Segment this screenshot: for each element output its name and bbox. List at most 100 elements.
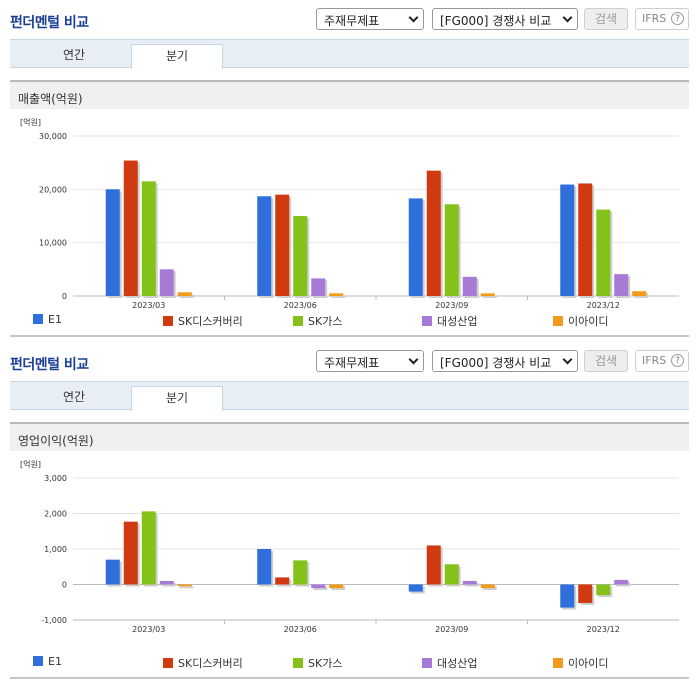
legend-swatch bbox=[293, 658, 303, 668]
legend-label: E1 bbox=[48, 313, 62, 326]
tab-quarterly[interactable]: 분기 bbox=[131, 44, 223, 69]
legend-item[interactable]: 대성산업 bbox=[422, 655, 477, 671]
legend-item[interactable]: E1 bbox=[33, 313, 62, 326]
bar-SK디스커버리-2023/12[interactable] bbox=[578, 584, 593, 603]
bar-SK가스-2023/06[interactable] bbox=[293, 216, 308, 296]
legend-label: E1 bbox=[48, 655, 62, 668]
legend-label: 이아이디 bbox=[568, 315, 609, 328]
bar-E1-2023/03[interactable] bbox=[105, 559, 120, 585]
bar-이아이디-2023/03[interactable] bbox=[177, 584, 192, 587]
bar-이아이디-2023/06[interactable] bbox=[329, 293, 344, 296]
bar-shadow bbox=[464, 582, 479, 587]
bar-대성산업-2023/06[interactable] bbox=[311, 278, 326, 296]
bar-E1-2023/06[interactable] bbox=[257, 549, 272, 585]
bar-SK가스-2023/12[interactable] bbox=[596, 584, 611, 596]
legend-swatch bbox=[163, 316, 173, 326]
top-bar: 펀더멘털 비교 주재무제표 [FG000] 경쟁사 비교 검색 IFRS? bbox=[0, 0, 696, 38]
unit-label: [억원] bbox=[20, 118, 41, 127]
x-tick-label: 2023/03 bbox=[132, 301, 165, 310]
bar-SK디스커버리-2023/03[interactable] bbox=[123, 521, 138, 585]
tab-annual[interactable]: 연간 bbox=[62, 48, 86, 62]
bar-대성산업-2023/09[interactable] bbox=[462, 276, 477, 296]
bar-대성산업-2023/12[interactable] bbox=[614, 579, 629, 585]
page-title: 펀더멘털 비교 bbox=[10, 15, 89, 31]
chevron-down-icon bbox=[562, 354, 573, 365]
legend-swatch bbox=[553, 316, 563, 326]
statement-select[interactable]: 주재무제표 bbox=[316, 8, 424, 30]
statement-select-value: 주재무제표 bbox=[324, 14, 380, 28]
bar-이아이디-2023/09[interactable] bbox=[480, 584, 495, 589]
legend-item[interactable]: 이아이디 bbox=[553, 655, 608, 671]
bar-이아이디-2023/09[interactable] bbox=[480, 293, 495, 296]
bar-SK디스커버리-2023/06[interactable] bbox=[275, 577, 290, 585]
search-button[interactable]: 검색 bbox=[584, 8, 628, 30]
legend-item[interactable]: 이아이디 bbox=[553, 313, 608, 329]
y-tick-label: 0 bbox=[62, 581, 67, 590]
legend-label: SK디스커버리 bbox=[178, 315, 243, 328]
y-tick-label: -1,000 bbox=[41, 616, 67, 625]
ifrs-button[interactable]: IFRS? bbox=[635, 350, 689, 372]
bar-E1-2023/12[interactable] bbox=[560, 184, 575, 296]
bar-SK디스커버리-2023/09[interactable] bbox=[426, 545, 441, 585]
bar-shadow bbox=[331, 586, 346, 591]
legend-label: SK디스커버리 bbox=[178, 657, 243, 670]
legend-item[interactable]: E1 bbox=[33, 655, 62, 668]
bar-shadow bbox=[179, 586, 194, 589]
chevron-down-icon bbox=[562, 12, 573, 23]
legend-item[interactable]: SK디스커버리 bbox=[163, 655, 243, 671]
bar-대성산업-2023/06[interactable] bbox=[311, 584, 326, 589]
bar-대성산업-2023/12[interactable] bbox=[614, 274, 629, 296]
statement-select[interactable]: 주재무제표 bbox=[316, 350, 424, 372]
compare-select-value: [FG000] 경쟁사 비교 bbox=[440, 356, 552, 370]
bar-shadow bbox=[179, 294, 194, 298]
ifrs-button[interactable]: IFRS? bbox=[635, 8, 689, 30]
bar-chart: -1,000 0 1,000 2,000 3,000 2023/03 2023/06 2023… bbox=[41, 474, 679, 634]
tab-quarterly[interactable]: 분기 bbox=[131, 386, 223, 411]
unit-label: [억원] bbox=[20, 460, 41, 469]
ifrs-label: IFRS bbox=[642, 354, 667, 367]
bar-E1-2023/09[interactable] bbox=[408, 198, 423, 296]
bar-SK가스-2023/09[interactable] bbox=[444, 204, 459, 296]
chart-legend: E1 SK디스커버리 SK가스 대성산업 이아이디 bbox=[0, 655, 696, 671]
compare-select[interactable]: [FG000] 경쟁사 비교 bbox=[432, 8, 578, 30]
bar-대성산업-2023/03[interactable] bbox=[159, 269, 174, 296]
legend-swatch bbox=[422, 316, 432, 326]
legend-item[interactable]: SK가스 bbox=[293, 313, 342, 329]
y-tick-label: 1,000 bbox=[44, 545, 67, 554]
bar-SK디스커버리-2023/06[interactable] bbox=[275, 194, 290, 296]
bar-대성산업-2023/09[interactable] bbox=[462, 580, 477, 585]
bar-SK가스-2023/06[interactable] bbox=[293, 560, 308, 585]
legend-label: 대성산업 bbox=[437, 657, 478, 670]
bar-SK가스-2023/03[interactable] bbox=[141, 511, 156, 585]
bar-E1-2023/09[interactable] bbox=[408, 584, 423, 592]
fundamental-panel-revenue: 펀더멘털 비교 주재무제표 [FG000] 경쟁사 비교 검색 IFRS? 연간 분기 매출액… bbox=[0, 0, 696, 337]
bar-SK디스커버리-2023/03[interactable] bbox=[123, 160, 138, 296]
x-tick-label: 2023/06 bbox=[284, 301, 317, 310]
help-icon[interactable]: ? bbox=[671, 354, 684, 367]
bar-E1-2023/12[interactable] bbox=[560, 584, 575, 608]
y-tick-label: 10,000 bbox=[39, 239, 67, 248]
bar-SK가스-2023/09[interactable] bbox=[444, 564, 459, 585]
bar-E1-2023/06[interactable] bbox=[257, 196, 272, 296]
bar-SK디스커버리-2023/12[interactable] bbox=[578, 183, 593, 296]
bar-E1-2023/03[interactable] bbox=[105, 189, 120, 296]
compare-select[interactable]: [FG000] 경쟁사 비교 bbox=[432, 350, 578, 372]
bar-이아이디-2023/12[interactable] bbox=[632, 291, 647, 296]
legend-item[interactable]: 대성산업 bbox=[422, 313, 477, 329]
help-icon[interactable]: ? bbox=[671, 12, 684, 25]
x-tick-label: 2023/03 bbox=[132, 625, 165, 634]
bar-이아이디-2023/03[interactable] bbox=[177, 292, 192, 296]
bar-SK가스-2023/12[interactable] bbox=[596, 209, 611, 296]
bar-SK디스커버리-2023/09[interactable] bbox=[426, 170, 441, 296]
bar-대성산업-2023/03[interactable] bbox=[159, 580, 174, 585]
y-tick-label: 30,000 bbox=[39, 132, 67, 141]
bar-shadow bbox=[331, 295, 346, 298]
chevron-down-icon bbox=[408, 354, 419, 365]
tab-annual[interactable]: 연간 bbox=[62, 390, 86, 404]
bar-이아이디-2023/06[interactable] bbox=[329, 584, 344, 589]
search-button[interactable]: 검색 bbox=[584, 350, 628, 372]
bar-SK가스-2023/03[interactable] bbox=[141, 181, 156, 296]
y-tick-label: 0 bbox=[62, 292, 67, 301]
legend-item[interactable]: SK가스 bbox=[293, 655, 342, 671]
legend-item[interactable]: SK디스커버리 bbox=[163, 313, 243, 329]
